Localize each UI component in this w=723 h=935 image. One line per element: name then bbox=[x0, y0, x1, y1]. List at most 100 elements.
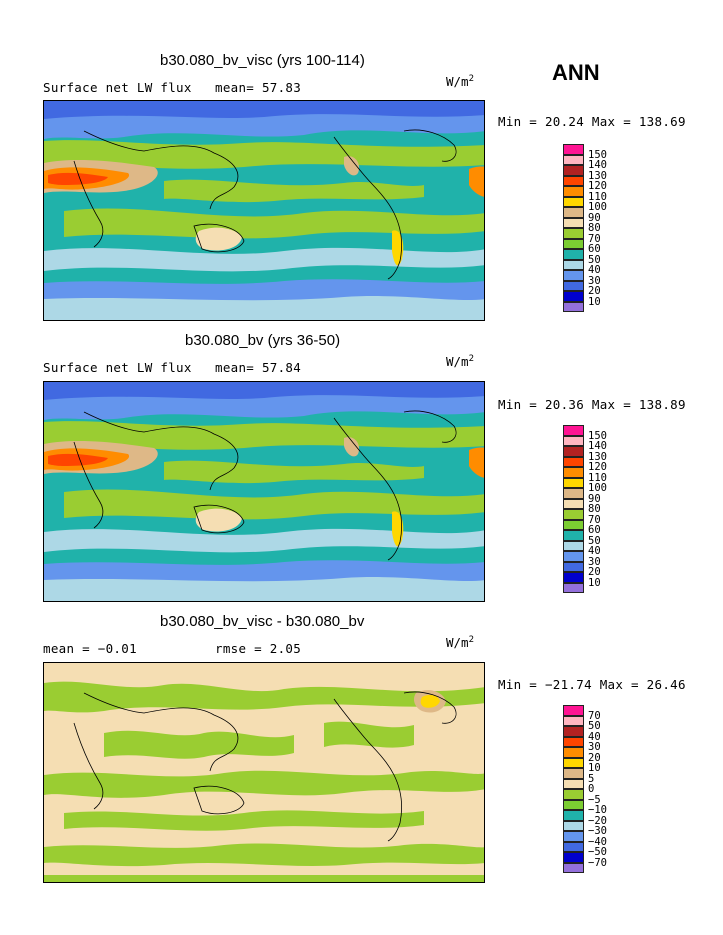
colorbar-swatch bbox=[563, 456, 584, 467]
colorbar-swatch bbox=[563, 789, 584, 800]
colorbar-label: −5 bbox=[588, 793, 601, 806]
colorbar-swatch bbox=[563, 540, 584, 551]
panel1-minmax: Min = 20.24 Max = 138.69 bbox=[498, 114, 686, 129]
colorbar-swatch bbox=[563, 425, 584, 436]
panel1-title: b30.080_bv_visc (yrs 100-114) bbox=[160, 52, 365, 69]
colorbar-label: 10 bbox=[588, 295, 601, 308]
colorbar-swatch bbox=[563, 291, 584, 302]
colorbar-swatch bbox=[563, 509, 584, 520]
colorbar-label: 60 bbox=[588, 524, 601, 536]
colorbar-label: 50 bbox=[588, 253, 601, 266]
colorbar-label: 40 bbox=[588, 545, 601, 557]
panel3-rmse: rmse = 2.05 bbox=[215, 641, 302, 656]
colorbar-swatch bbox=[563, 736, 584, 747]
colorbar-label: 120 bbox=[588, 461, 607, 473]
colorbar-label: 130 bbox=[588, 169, 607, 182]
colorbar-swatch bbox=[563, 561, 584, 572]
colorbar-label: −10 bbox=[588, 804, 607, 816]
colorbar-label: 120 bbox=[588, 180, 607, 192]
colorbar-swatch bbox=[563, 862, 584, 873]
colorbar-swatch bbox=[563, 228, 584, 239]
colorbar-label: −40 bbox=[588, 835, 607, 848]
colorbar-label: 0 bbox=[588, 783, 595, 795]
colorbar-swatch bbox=[563, 572, 584, 583]
colorbar-label: 70 bbox=[588, 709, 601, 722]
colorbar-label: 140 bbox=[588, 440, 607, 452]
colorbar-swatch bbox=[563, 841, 584, 852]
panel2-variable: Surface net LW flux bbox=[43, 360, 192, 375]
colorbar-label: 90 bbox=[588, 492, 601, 505]
panel3-title: b30.080_bv_visc - b30.080_bv bbox=[160, 613, 365, 630]
colorbar-label: 140 bbox=[588, 159, 607, 171]
colorbar-label: −50 bbox=[588, 846, 607, 858]
panel3-units: W/m2 bbox=[446, 635, 474, 651]
colorbar-swatch bbox=[563, 249, 584, 260]
colorbar-label: 110 bbox=[588, 471, 607, 484]
panel2-map bbox=[43, 381, 485, 602]
panel2-title: b30.080_bv (yrs 36-50) bbox=[185, 332, 341, 349]
colorbar-label: 80 bbox=[588, 222, 601, 234]
colorbar-label: 30 bbox=[588, 274, 601, 287]
colorbar-label: 40 bbox=[588, 264, 601, 276]
colorbar-swatch bbox=[563, 582, 584, 593]
colorbar-label: 20 bbox=[588, 285, 601, 297]
panel3-mean: mean = −0.01 bbox=[43, 641, 137, 656]
colorbar-label: 130 bbox=[588, 450, 607, 463]
colorbar-label: 110 bbox=[588, 190, 607, 203]
colorbar-swatch bbox=[563, 175, 584, 186]
colorbar-label: 100 bbox=[588, 201, 607, 213]
colorbar-swatch bbox=[563, 551, 584, 562]
colorbar-swatch bbox=[563, 186, 584, 197]
colorbar-label: 20 bbox=[588, 566, 601, 578]
colorbar-swatch bbox=[563, 270, 584, 281]
colorbar-swatch bbox=[563, 530, 584, 541]
colorbar-label: −30 bbox=[588, 825, 607, 837]
colorbar-swatch bbox=[563, 467, 584, 478]
colorbar-label: 5 bbox=[588, 772, 595, 785]
colorbar-label: 150 bbox=[588, 429, 607, 442]
panel2-mean: mean= 57.84 bbox=[215, 360, 302, 375]
colorbar-label: 150 bbox=[588, 148, 607, 161]
colorbar-swatch bbox=[563, 778, 584, 789]
colorbar-swatch bbox=[563, 799, 584, 810]
colorbar-label: 10 bbox=[588, 762, 601, 774]
colorbar-label: 10 bbox=[588, 576, 601, 589]
colorbar-swatch bbox=[563, 238, 584, 249]
panel2-units: W/m2 bbox=[446, 354, 474, 370]
panel1-map bbox=[43, 100, 485, 321]
colorbar-swatch bbox=[563, 726, 584, 737]
colorbar-label: 50 bbox=[588, 534, 601, 547]
colorbar-swatch bbox=[563, 820, 584, 831]
colorbar-label: 30 bbox=[588, 555, 601, 568]
panel3-contour-field bbox=[44, 663, 484, 882]
colorbar-swatch bbox=[563, 446, 584, 457]
colorbar-swatch bbox=[563, 259, 584, 270]
colorbar-swatch bbox=[563, 435, 584, 446]
panel1-contour-field bbox=[44, 101, 484, 320]
colorbar-swatch bbox=[563, 498, 584, 509]
colorbar-swatch bbox=[563, 488, 584, 499]
colorbar-swatch bbox=[563, 477, 584, 488]
colorbar-label: 70 bbox=[588, 232, 601, 245]
panel3-map bbox=[43, 662, 485, 883]
colorbar-swatch bbox=[563, 207, 584, 218]
colorbar-swatch bbox=[563, 810, 584, 821]
colorbar-label: 70 bbox=[588, 513, 601, 526]
colorbar-swatch bbox=[563, 217, 584, 228]
colorbar-swatch bbox=[563, 852, 584, 863]
colorbar-label: 100 bbox=[588, 482, 607, 494]
panel2-contour-field bbox=[44, 382, 484, 601]
season-label: ANN bbox=[552, 60, 600, 85]
panel3-minmax: Min = −21.74 Max = 26.46 bbox=[498, 677, 686, 692]
colorbar-swatch bbox=[563, 715, 584, 726]
colorbar-swatch bbox=[563, 831, 584, 842]
panel2-minmax: Min = 20.36 Max = 138.89 bbox=[498, 397, 686, 412]
colorbar-swatch bbox=[563, 196, 584, 207]
colorbar-swatch bbox=[563, 301, 584, 312]
colorbar-label: 50 bbox=[588, 720, 601, 732]
colorbar-swatch bbox=[563, 280, 584, 291]
colorbar-label: −70 bbox=[588, 856, 607, 869]
colorbar-label: 30 bbox=[588, 741, 601, 753]
colorbar-swatch bbox=[563, 705, 584, 716]
colorbar-label: −20 bbox=[588, 814, 607, 827]
